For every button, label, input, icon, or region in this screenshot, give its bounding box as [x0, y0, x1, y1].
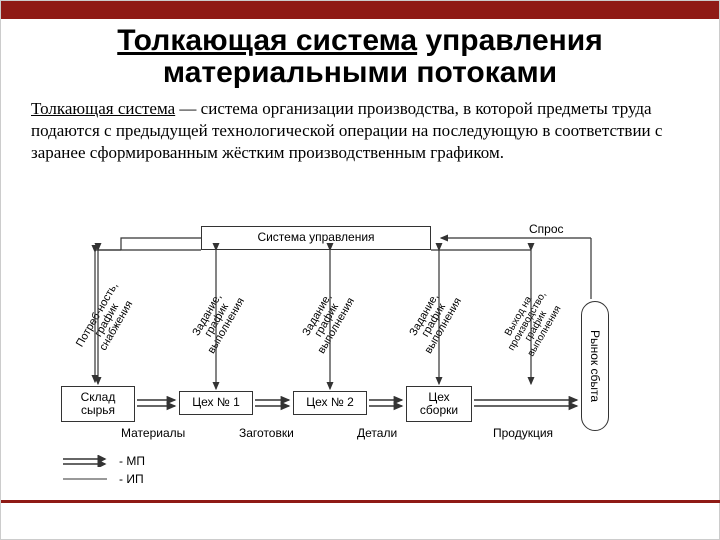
market-pill: Рынок сбыта [581, 301, 609, 431]
flow-blanks: Заготовки [239, 426, 294, 440]
legend-mp-row: - МП [61, 454, 145, 468]
shop1-label: Цех № 1 [192, 396, 240, 409]
vlabel-shop2: Задание, график выполнения [297, 285, 357, 356]
assembly-label: Цех сборки [420, 391, 458, 417]
demand-label: Спрос [529, 222, 564, 236]
legend-ip-icon [61, 475, 111, 483]
control-system-box: Система управления [201, 226, 431, 250]
push-system-diagram: Система управления Спрос Потреб-ность, г… [61, 226, 661, 506]
legend-ip-row: - ИП [61, 472, 144, 486]
assembly-box: Цех сборки [406, 386, 472, 422]
page-title: Толкающая система управления материальны… [1, 19, 719, 92]
title-underlined: Толкающая система [117, 24, 417, 57]
vlabel-warehouse: Потреб-ность, график снабжения [75, 281, 140, 360]
control-system-label: Система управления [257, 231, 374, 244]
definition-paragraph: Толкающая система — система организации … [1, 92, 719, 167]
flow-details: Детали [357, 426, 397, 440]
warehouse-label: Склад сырья [81, 391, 116, 417]
legend-mp-icon [61, 455, 111, 467]
definition-term: Толкающая система [31, 99, 175, 118]
shop2-label: Цех № 2 [306, 396, 354, 409]
bottom-divider [1, 500, 720, 503]
flow-materials: Материалы [121, 426, 185, 440]
shop1-box: Цех № 1 [179, 391, 253, 415]
shop2-box: Цех № 2 [293, 391, 367, 415]
vlabel-shop1: Задание, график выполнения [187, 285, 247, 356]
warehouse-box: Склад сырья [61, 386, 135, 422]
vlabel-assembly: Задание, график выполнения [404, 285, 464, 356]
market-label: Рынок сбыта [588, 330, 602, 402]
vlabel-output: Выход на производство, график выполнения [498, 285, 566, 362]
diagram-arrows [61, 226, 661, 506]
top-bar [1, 1, 719, 19]
legend-ip-text: - ИП [119, 472, 144, 486]
flow-products: Продукция [493, 426, 553, 440]
legend-mp-text: - МП [119, 454, 145, 468]
